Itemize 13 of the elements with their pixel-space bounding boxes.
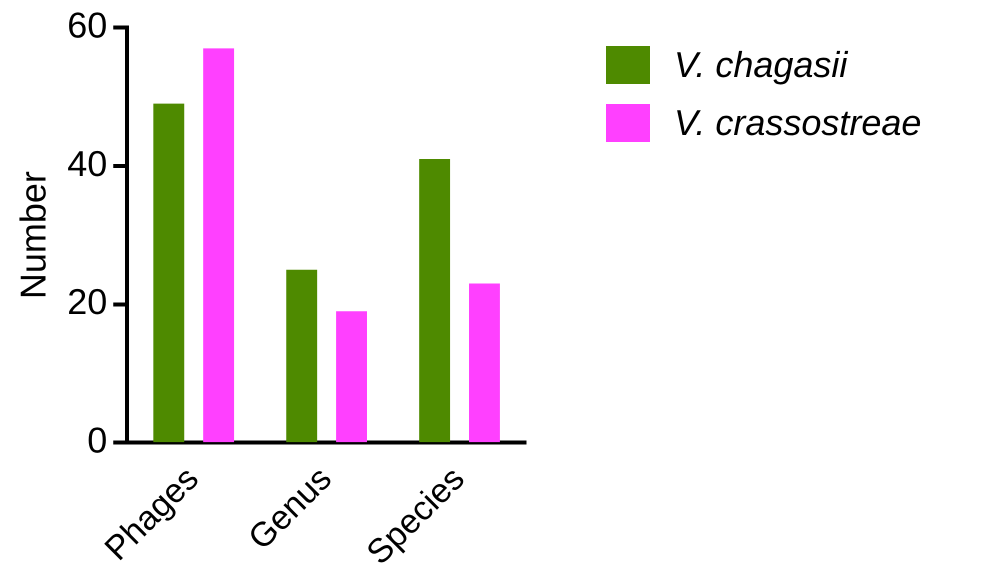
bar [153,104,184,442]
bar [336,311,367,442]
y-tick-label: 60 [67,4,108,46]
legend-label: V. chagasii [674,44,848,86]
y-axis-title: Number [12,171,54,300]
bar [419,159,450,442]
y-tick-label: 20 [67,281,108,322]
y-tick-label: 40 [67,142,108,184]
bar [203,48,234,442]
bar [469,284,500,442]
y-tick-label: 0 [87,420,108,461]
bar [286,270,318,442]
legend-label: V. crassostreae [674,102,922,144]
